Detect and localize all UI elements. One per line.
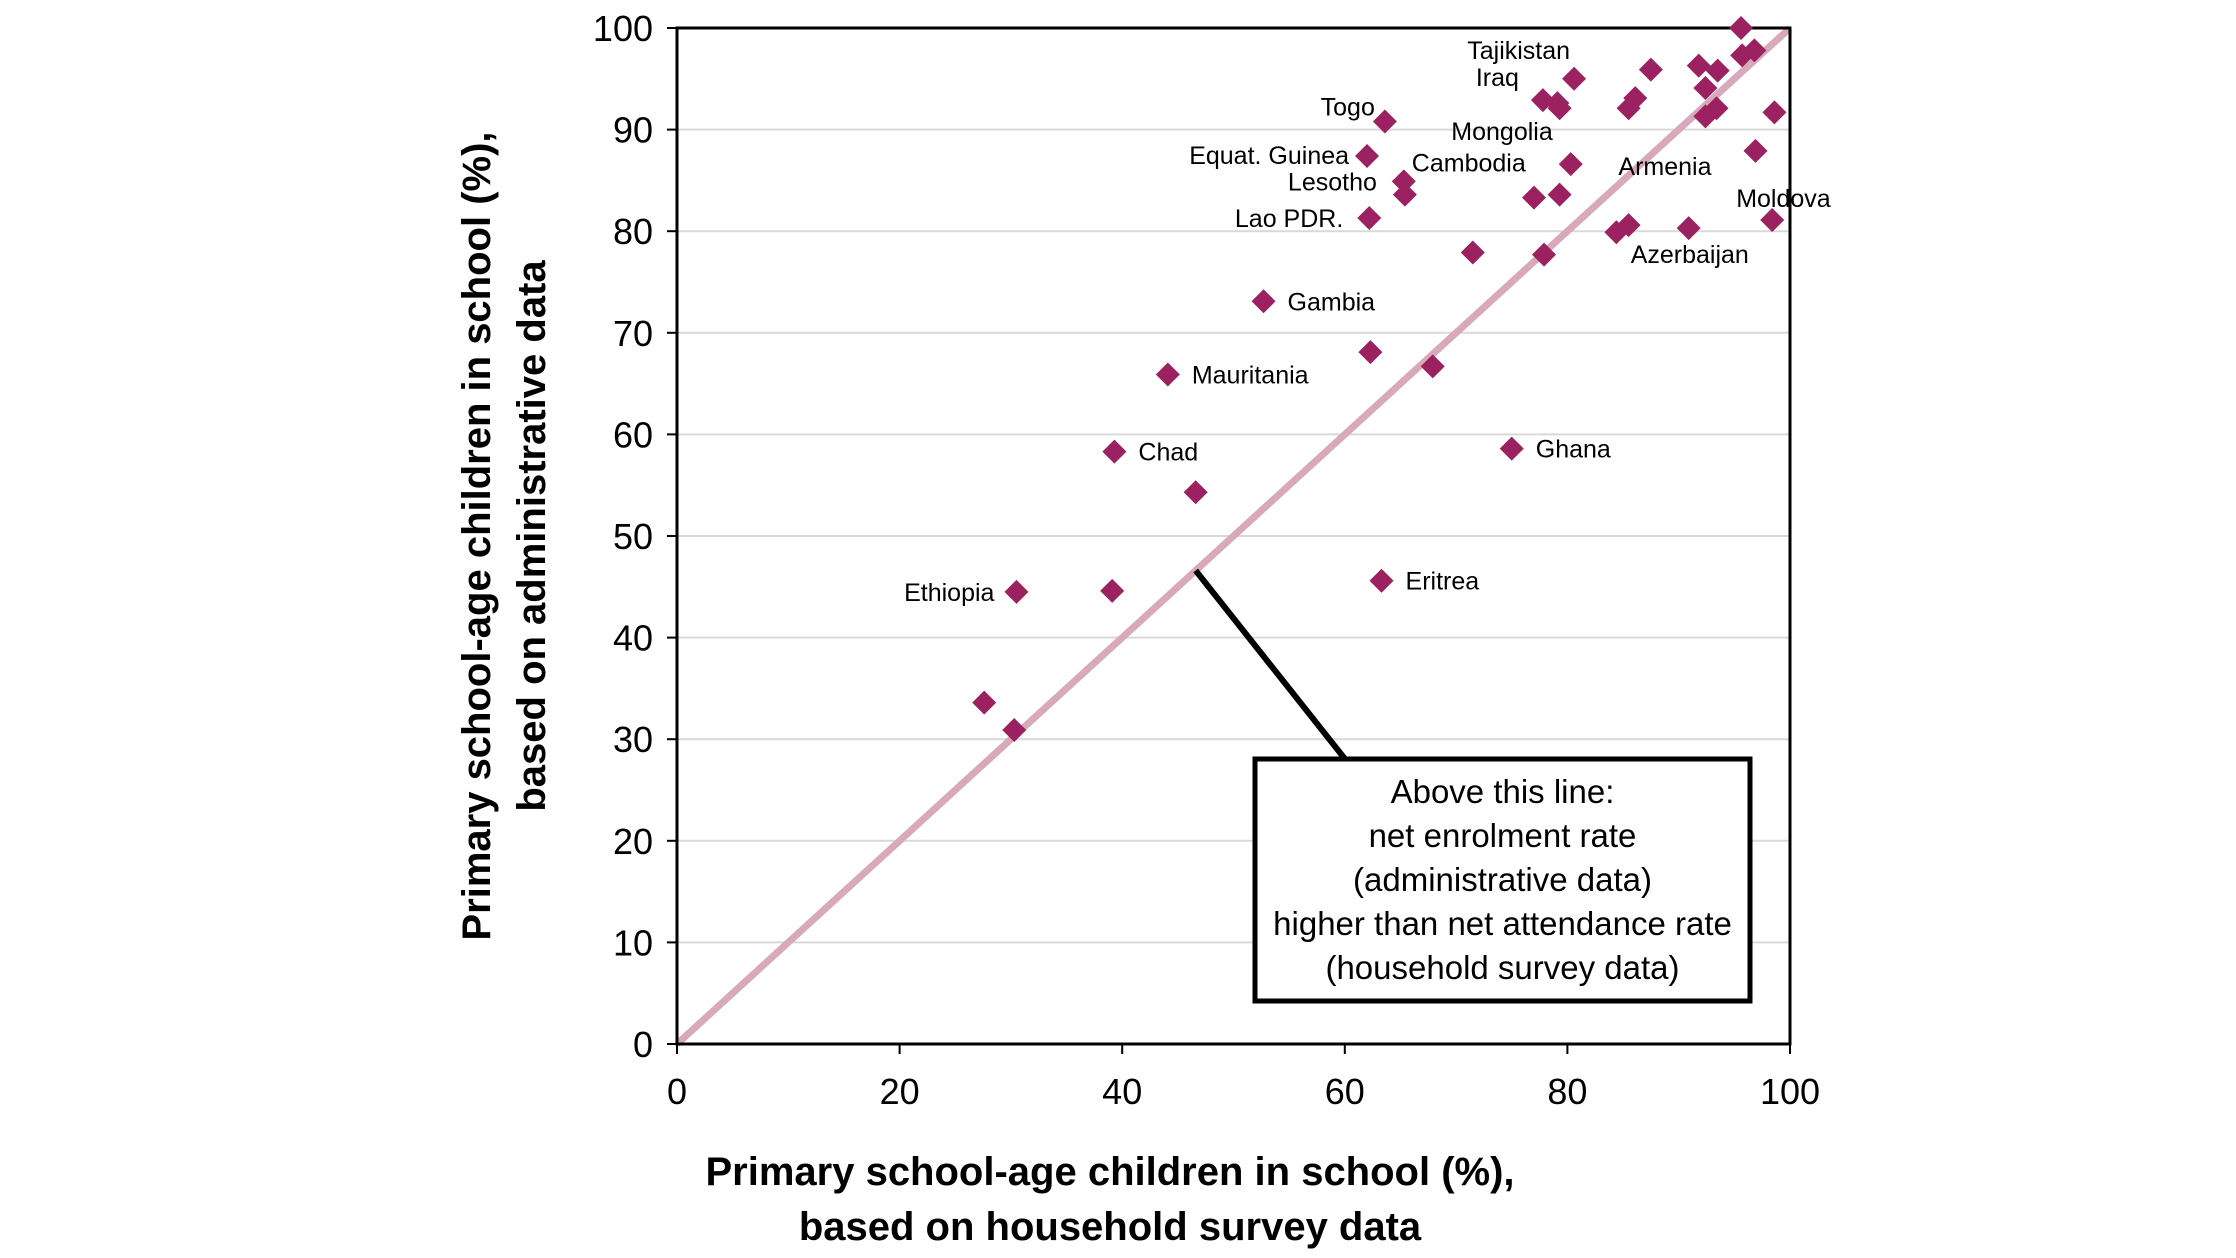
data-point-label: Gambia bbox=[1288, 288, 1376, 316]
data-point-marker bbox=[1532, 242, 1557, 267]
data-point-marker bbox=[1547, 182, 1572, 207]
annotation-text-line: (administrative data) bbox=[1353, 861, 1652, 898]
data-point-marker bbox=[1155, 362, 1180, 387]
data-point-label: Eritrea bbox=[1406, 568, 1480, 596]
x-tick-label: 80 bbox=[1547, 1071, 1587, 1112]
axis-ticks: 0 10 20 30 40 50 60 70 80 90 100 0 20 40 60 80 100 bbox=[593, 8, 1820, 1112]
y-axis-title-line: based on administrative data bbox=[510, 260, 554, 812]
data-point-marker bbox=[972, 690, 997, 715]
annotation-pointer-line bbox=[1193, 568, 1348, 761]
y-axis-title-line: Primary school-age children in school (%… bbox=[455, 131, 499, 940]
x-tick-label: 0 bbox=[667, 1071, 687, 1112]
data-point-marker bbox=[1369, 568, 1394, 593]
annotation-text-line: higher than net attendance rate bbox=[1273, 905, 1732, 942]
y-tick-label: 40 bbox=[613, 618, 653, 659]
data-point-label: Moldova bbox=[1736, 185, 1831, 213]
reference-line-layer bbox=[674, 25, 1793, 1047]
annotation-text-line: (household survey data) bbox=[1325, 949, 1679, 986]
data-point-marker bbox=[1742, 38, 1767, 63]
data-point-marker bbox=[1002, 718, 1027, 743]
data-point-marker bbox=[1358, 340, 1383, 365]
y-tick-label: 20 bbox=[613, 821, 653, 862]
data-point-label: Lao PDR. bbox=[1235, 205, 1343, 233]
data-point-label: Equat. Guinea bbox=[1189, 142, 1349, 170]
data-point-marker bbox=[1183, 480, 1208, 505]
y-tick-label: 100 bbox=[593, 8, 653, 49]
y-tick-label: 10 bbox=[613, 922, 653, 963]
data-point-label: Ghana bbox=[1536, 436, 1611, 464]
data-point-marker bbox=[1686, 53, 1711, 78]
axis-titles: Primary school-age children in school (%… bbox=[455, 131, 1515, 1249]
data-point-marker bbox=[1558, 152, 1583, 177]
data-point-label: Iraq bbox=[1476, 64, 1519, 92]
data-point-marker bbox=[1460, 240, 1485, 265]
x-tick-label: 60 bbox=[1325, 1071, 1365, 1112]
diagonal-reference-line bbox=[674, 25, 1793, 1047]
data-point-label: Azerbaijan bbox=[1631, 241, 1749, 269]
data-point-marker bbox=[1616, 96, 1641, 121]
data-point-label: Lesotho bbox=[1288, 169, 1377, 197]
data-points bbox=[972, 16, 1787, 743]
data-point-label: Cambodia bbox=[1412, 149, 1526, 177]
data-point-label: Chad bbox=[1138, 439, 1198, 467]
x-axis-title-line: based on household survey data bbox=[799, 1205, 1422, 1249]
y-tick-label: 50 bbox=[613, 516, 653, 557]
x-tick-label: 40 bbox=[1102, 1071, 1142, 1112]
data-point-marker bbox=[1391, 169, 1416, 194]
data-point-marker bbox=[1693, 75, 1718, 100]
y-tick-label: 90 bbox=[613, 110, 653, 151]
annotation: Above this line: net enrolment rate (admin… bbox=[1193, 568, 1753, 1004]
data-point-marker bbox=[1100, 578, 1125, 603]
x-tick-label: 100 bbox=[1760, 1071, 1820, 1112]
data-point-label: Armenia bbox=[1618, 153, 1711, 181]
data-point-marker bbox=[1522, 185, 1547, 210]
data-point-marker bbox=[1704, 96, 1729, 121]
data-point-label: Ethiopia bbox=[904, 579, 994, 607]
data-point-marker bbox=[1676, 216, 1701, 241]
data-point-marker bbox=[1729, 16, 1754, 40]
y-tick-label: 60 bbox=[613, 414, 653, 455]
data-point-marker bbox=[1547, 96, 1572, 121]
y-tick-label: 70 bbox=[613, 313, 653, 354]
y-tick-label: 30 bbox=[613, 719, 653, 760]
annotation-text-line: net enrolment rate bbox=[1369, 817, 1637, 854]
y-tick-label: 80 bbox=[613, 211, 653, 252]
data-point-marker bbox=[1392, 182, 1417, 207]
data-point-marker bbox=[1357, 205, 1382, 230]
data-point-marker bbox=[1562, 66, 1587, 91]
data-point-marker bbox=[1251, 289, 1276, 314]
data-point-label: Tajikistan bbox=[1467, 37, 1570, 65]
data-point-marker bbox=[1743, 138, 1768, 163]
data-point-marker bbox=[1638, 57, 1663, 82]
data-point-marker bbox=[1355, 144, 1380, 169]
data-point-marker bbox=[1616, 213, 1641, 238]
data-point-label: Mongolia bbox=[1451, 118, 1553, 146]
data-point-label: Mauritania bbox=[1192, 361, 1309, 389]
data-point-marker bbox=[1102, 439, 1127, 464]
annotation-box bbox=[1252, 756, 1753, 1004]
x-tick-label: 20 bbox=[880, 1071, 920, 1112]
data-point-label: Togo bbox=[1321, 93, 1375, 121]
data-point-marker bbox=[1705, 58, 1730, 83]
data-point-marker bbox=[1762, 100, 1787, 125]
x-axis-title-line: Primary school-age children in school (%… bbox=[705, 1150, 1514, 1194]
annotation-text-line: Above this line: bbox=[1391, 773, 1615, 810]
y-tick-label: 0 bbox=[633, 1024, 653, 1065]
data-point-marker bbox=[1420, 354, 1445, 379]
data-point-marker bbox=[1372, 109, 1397, 134]
data-point-marker bbox=[1499, 436, 1524, 461]
data-point-marker bbox=[1760, 208, 1785, 233]
data-point-marker bbox=[1004, 579, 1029, 604]
